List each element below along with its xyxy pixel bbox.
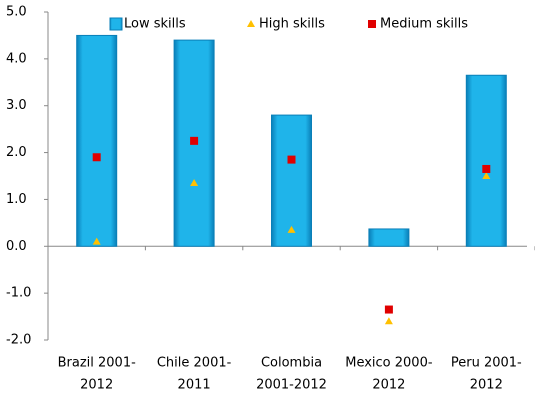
y-tick-label: -2.0 bbox=[6, 333, 31, 348]
marker bbox=[287, 155, 296, 164]
legend-swatch bbox=[247, 20, 255, 27]
x-tick-label: Colombia bbox=[261, 356, 322, 371]
x-tick-label: 2012 bbox=[372, 378, 405, 393]
x-tick-label: 2012 bbox=[470, 378, 503, 393]
y-tick-label: 5.0 bbox=[6, 5, 27, 20]
y-tick-label: 4.0 bbox=[6, 51, 27, 66]
y-tick-label: 0.0 bbox=[6, 239, 27, 254]
x-tick-label: Brazil 2001- bbox=[58, 356, 136, 371]
x-tick-label: 2011 bbox=[178, 378, 211, 393]
marker bbox=[384, 317, 393, 325]
x-tick-label: 2012 bbox=[80, 378, 113, 393]
marker bbox=[92, 153, 101, 162]
bar bbox=[271, 114, 312, 247]
legend-label: Low skills bbox=[124, 17, 186, 32]
legend-label: High skills bbox=[259, 17, 325, 32]
marker bbox=[190, 179, 199, 187]
y-tick-label: 1.0 bbox=[6, 192, 27, 207]
bar bbox=[76, 34, 118, 247]
x-tick-label: Chile 2001- bbox=[157, 356, 232, 371]
x-tick-label: Peru 2001- bbox=[451, 356, 522, 371]
legend-swatch bbox=[109, 17, 123, 31]
x-tick-label: 2001-2012 bbox=[256, 378, 327, 393]
marker bbox=[287, 225, 296, 233]
legend-label: Medium skills bbox=[380, 17, 468, 32]
marker bbox=[482, 172, 491, 179]
bar bbox=[465, 74, 507, 247]
marker bbox=[482, 164, 491, 173]
marker bbox=[190, 136, 199, 145]
x-tick-label: Mexico 2000- bbox=[345, 356, 433, 371]
y-tick-label: 3.0 bbox=[6, 98, 27, 113]
legend-swatch bbox=[368, 20, 376, 28]
y-tick-label: -1.0 bbox=[6, 286, 31, 301]
bar bbox=[368, 228, 410, 247]
y-tick-label: 2.0 bbox=[6, 145, 27, 160]
marker bbox=[92, 237, 101, 245]
marker bbox=[384, 305, 393, 314]
